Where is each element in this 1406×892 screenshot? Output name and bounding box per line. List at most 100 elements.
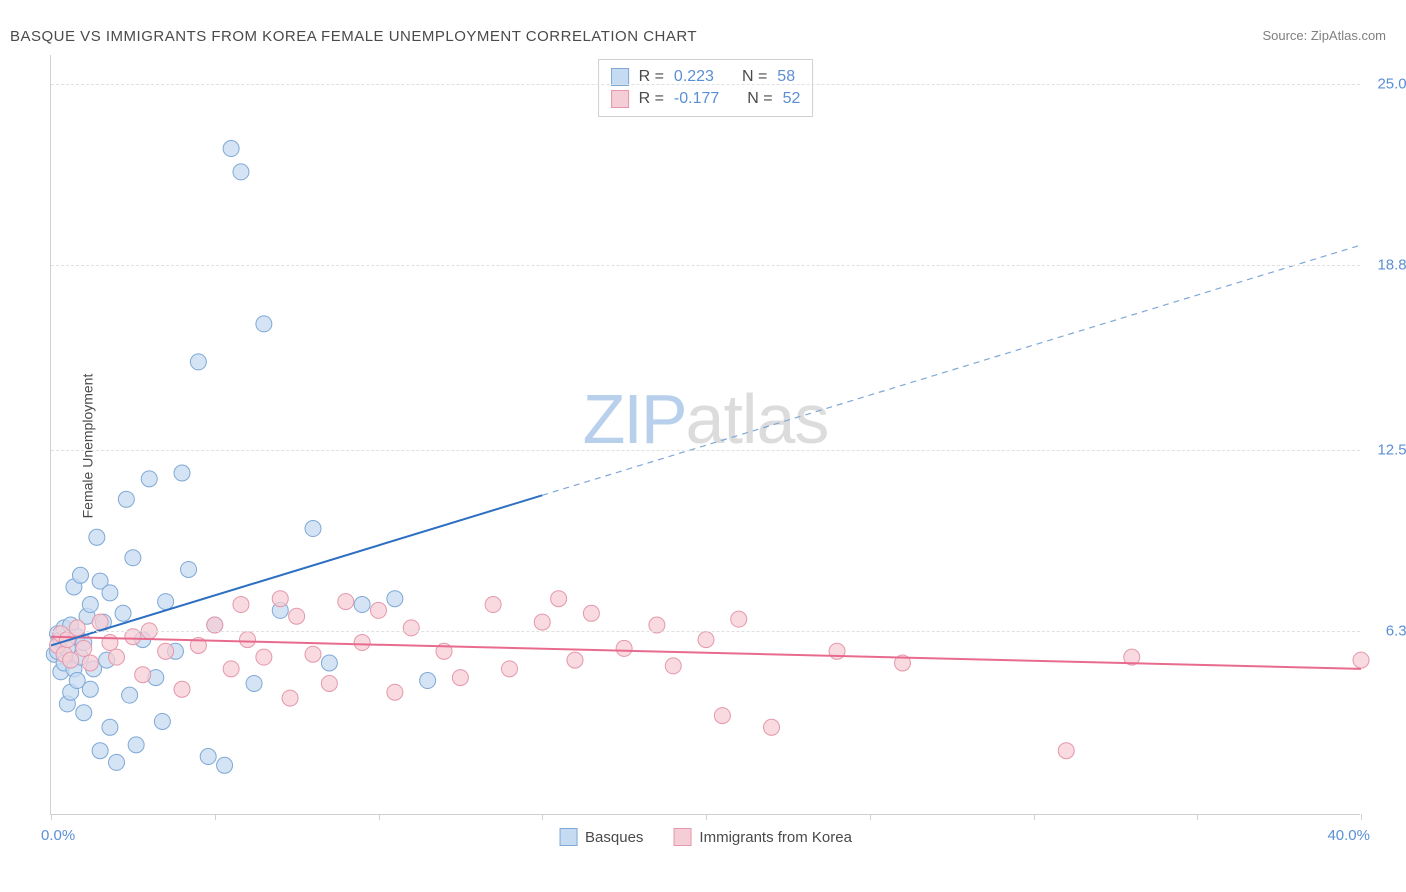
data-point: [534, 614, 550, 630]
gridline-h: [51, 84, 1360, 85]
data-point: [485, 597, 501, 613]
data-point: [128, 737, 144, 753]
data-point: [102, 585, 118, 601]
data-point: [223, 661, 239, 677]
correlation-chart: BASQUE VS IMMIGRANTS FROM KOREA FEMALE U…: [0, 0, 1406, 892]
data-point: [82, 655, 98, 671]
data-point: [665, 658, 681, 674]
gridline-h: [51, 631, 1360, 632]
data-point: [190, 354, 206, 370]
data-point: [174, 681, 190, 697]
data-point: [698, 632, 714, 648]
data-point: [158, 594, 174, 610]
y-tick-label: 25.0%: [1377, 76, 1406, 93]
x-max-label: 40.0%: [1327, 827, 1370, 844]
data-point: [305, 646, 321, 662]
data-point: [223, 141, 239, 157]
data-point: [92, 614, 108, 630]
data-point: [387, 591, 403, 607]
data-point: [371, 602, 387, 618]
legend-item-b: Immigrants from Korea: [673, 828, 852, 846]
swatch-korea: [611, 90, 629, 108]
data-point: [102, 719, 118, 735]
chart-title: BASQUE VS IMMIGRANTS FROM KOREA FEMALE U…: [10, 28, 697, 45]
data-point: [246, 675, 262, 691]
data-point: [420, 673, 436, 689]
data-point: [403, 620, 419, 636]
stat-row-b: R = -0.177 N = 52: [611, 88, 801, 110]
x-tick: [1034, 814, 1035, 820]
data-point: [551, 591, 567, 607]
data-point: [92, 743, 108, 759]
data-point: [321, 675, 337, 691]
plot-area: ZIPatlas R = 0.223 N = 58 R = -0.177 N =…: [50, 55, 1360, 815]
data-point: [256, 649, 272, 665]
plot-svg: [51, 55, 1360, 814]
data-point: [125, 550, 141, 566]
trend-line-dashed: [542, 245, 1361, 495]
data-point: [76, 640, 92, 656]
x-tick: [706, 814, 707, 820]
data-point: [240, 632, 256, 648]
data-point: [82, 597, 98, 613]
data-point: [387, 684, 403, 700]
data-point: [76, 705, 92, 721]
x-min-label: 0.0%: [41, 827, 75, 844]
data-point: [118, 491, 134, 507]
data-point: [181, 561, 197, 577]
y-tick-label: 6.3%: [1386, 622, 1406, 639]
n-value-b: 52: [783, 90, 801, 108]
data-point: [321, 655, 337, 671]
gridline-h: [51, 265, 1360, 266]
data-point: [764, 719, 780, 735]
data-point: [63, 652, 79, 668]
x-tick: [379, 814, 380, 820]
data-point: [289, 608, 305, 624]
source-label: Source: ZipAtlas.com: [1262, 28, 1386, 43]
r-value-b: -0.177: [674, 90, 719, 108]
x-tick: [1361, 814, 1362, 820]
data-point: [714, 708, 730, 724]
data-point: [122, 687, 138, 703]
x-tick: [51, 814, 52, 820]
data-point: [567, 652, 583, 668]
data-point: [115, 605, 131, 621]
data-point: [174, 465, 190, 481]
data-point: [109, 649, 125, 665]
data-point: [102, 635, 118, 651]
data-point: [141, 471, 157, 487]
x-tick: [215, 814, 216, 820]
data-point: [72, 567, 88, 583]
data-point: [338, 594, 354, 610]
data-point: [1353, 652, 1369, 668]
data-point: [583, 605, 599, 621]
gridline-h: [51, 450, 1360, 451]
legend-swatch-korea: [673, 828, 691, 846]
y-tick-label: 12.5%: [1377, 441, 1406, 458]
data-point: [200, 749, 216, 765]
stat-legend: R = 0.223 N = 58 R = -0.177 N = 52: [598, 59, 814, 117]
data-point: [217, 757, 233, 773]
r-label-b: R =: [639, 90, 664, 108]
legend-label-a: Basques: [585, 829, 643, 846]
n-label-b: N =: [747, 90, 772, 108]
data-point: [158, 643, 174, 659]
data-point: [233, 164, 249, 180]
data-point: [305, 521, 321, 537]
x-tick: [1197, 814, 1198, 820]
data-point: [256, 316, 272, 332]
data-point: [89, 529, 105, 545]
data-point: [616, 640, 632, 656]
data-point: [135, 667, 151, 683]
legend-item-a: Basques: [559, 828, 643, 846]
data-point: [1058, 743, 1074, 759]
data-point: [354, 635, 370, 651]
data-point: [354, 597, 370, 613]
data-point: [233, 597, 249, 613]
bottom-legend: Basques Immigrants from Korea: [559, 828, 852, 846]
x-tick: [542, 814, 543, 820]
y-tick-label: 18.8%: [1377, 257, 1406, 274]
data-point: [272, 591, 288, 607]
legend-label-b: Immigrants from Korea: [699, 829, 852, 846]
data-point: [82, 681, 98, 697]
